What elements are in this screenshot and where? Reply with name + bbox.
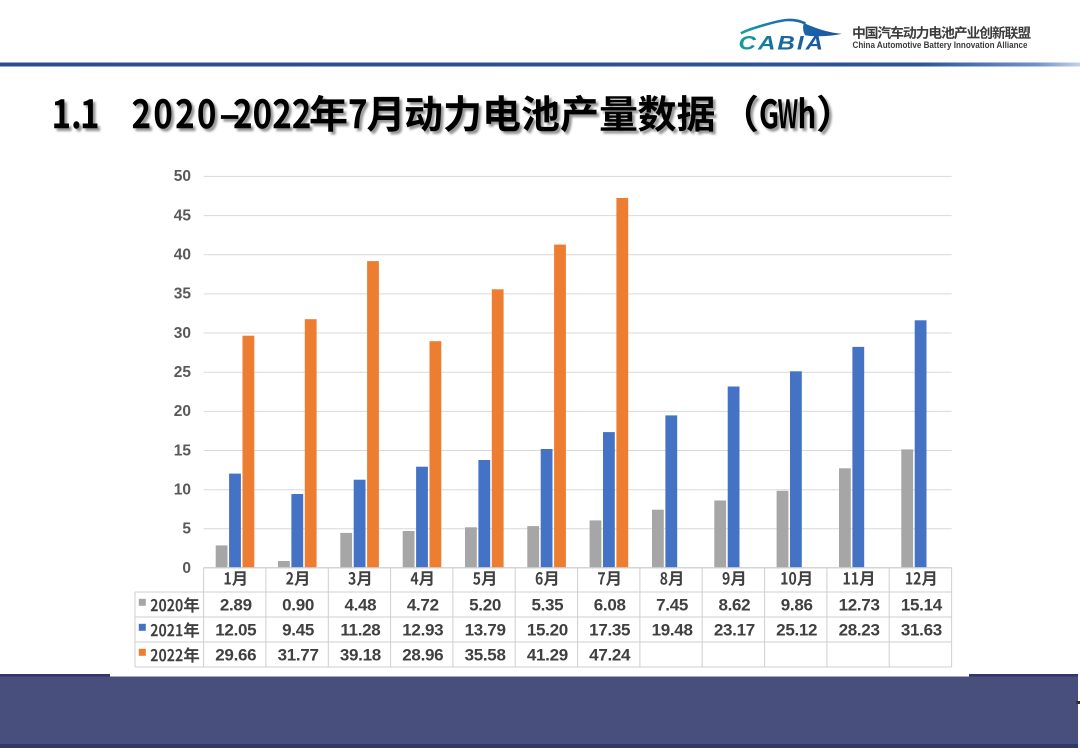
svg-text:12.05: 12.05 bbox=[215, 621, 256, 640]
svg-text:0: 0 bbox=[182, 560, 191, 577]
svg-text:19.48: 19.48 bbox=[652, 621, 693, 640]
svg-text:40: 40 bbox=[174, 247, 191, 264]
svg-text:17.35: 17.35 bbox=[589, 621, 630, 640]
svg-text:39.18: 39.18 bbox=[340, 646, 381, 665]
svg-text:50: 50 bbox=[174, 168, 191, 185]
svg-text:4.72: 4.72 bbox=[407, 596, 439, 615]
svg-text:20: 20 bbox=[174, 403, 191, 420]
svg-text:9.86: 9.86 bbox=[781, 596, 813, 615]
svg-text:5.20: 5.20 bbox=[469, 596, 501, 615]
svg-text:47.24: 47.24 bbox=[589, 646, 631, 665]
svg-text:31.63: 31.63 bbox=[901, 621, 942, 640]
svg-text:5.35: 5.35 bbox=[531, 596, 563, 615]
svg-text:15.14: 15.14 bbox=[901, 596, 943, 615]
svg-text:10: 10 bbox=[174, 482, 191, 499]
svg-text:6.08: 6.08 bbox=[594, 596, 626, 615]
svg-text:25.12: 25.12 bbox=[776, 621, 817, 640]
svg-text:2.89: 2.89 bbox=[220, 596, 252, 615]
svg-text:29.66: 29.66 bbox=[215, 646, 256, 665]
svg-text:0.90: 0.90 bbox=[282, 596, 314, 615]
svg-text:12.93: 12.93 bbox=[402, 621, 443, 640]
svg-text:41.29: 41.29 bbox=[527, 646, 568, 665]
svg-text:23.17: 23.17 bbox=[714, 621, 755, 640]
svg-text:9.45: 9.45 bbox=[282, 621, 314, 640]
svg-text:CABIA: CABIA bbox=[739, 32, 826, 54]
svg-text:11.28: 11.28 bbox=[340, 621, 380, 640]
svg-text:12.73: 12.73 bbox=[839, 596, 880, 615]
svg-text:35: 35 bbox=[174, 286, 192, 303]
svg-text:31.77: 31.77 bbox=[278, 646, 319, 665]
svg-text:China Automotive Battery Innov: China Automotive Battery Innovation Alli… bbox=[853, 40, 1028, 50]
svg-text:5: 5 bbox=[182, 521, 191, 538]
svg-text:13.79: 13.79 bbox=[465, 621, 506, 640]
svg-text:4.48: 4.48 bbox=[344, 596, 376, 615]
svg-text:15.20: 15.20 bbox=[527, 621, 568, 640]
svg-text:30: 30 bbox=[174, 325, 191, 342]
svg-text:7.45: 7.45 bbox=[656, 596, 688, 615]
svg-text:28.23: 28.23 bbox=[839, 621, 880, 640]
svg-text:35.58: 35.58 bbox=[465, 646, 506, 665]
svg-text:25: 25 bbox=[174, 364, 192, 381]
svg-text:45: 45 bbox=[174, 207, 192, 224]
svg-text:8.62: 8.62 bbox=[718, 596, 750, 615]
svg-text:15: 15 bbox=[174, 442, 192, 459]
svg-text:28.96: 28.96 bbox=[402, 646, 443, 665]
